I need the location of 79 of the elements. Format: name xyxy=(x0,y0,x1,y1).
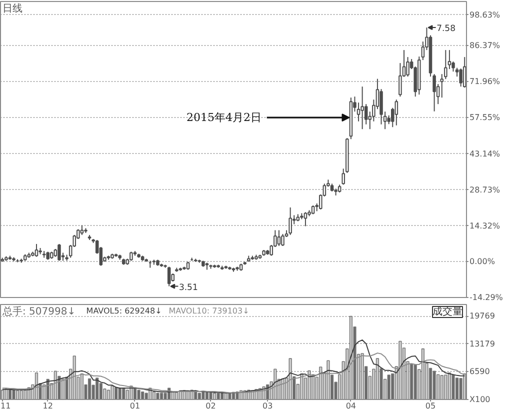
bar xyxy=(126,390,129,400)
y-tick-label: -14.29% xyxy=(470,293,504,302)
x-tick-label: 04 xyxy=(346,402,356,410)
bar xyxy=(137,390,140,400)
y-tick-label: 28.73% xyxy=(470,185,500,194)
bar xyxy=(398,340,402,400)
x-tick-label: 01 xyxy=(130,402,140,410)
candlestick xyxy=(394,99,398,126)
candlestick xyxy=(462,56,466,88)
candlestick xyxy=(130,251,133,262)
bar xyxy=(455,378,459,400)
x-tick-label: 05 xyxy=(425,402,436,410)
x-tick-label: 02 xyxy=(206,402,216,410)
bar xyxy=(141,392,144,400)
annotation: 2015年4月2日 xyxy=(186,111,262,124)
bar xyxy=(432,370,436,400)
candlestick xyxy=(459,68,462,88)
bar xyxy=(300,373,304,400)
x-tick-label: 03 xyxy=(262,402,273,410)
line-series xyxy=(2,339,466,394)
bar xyxy=(459,378,462,400)
bar xyxy=(410,364,414,400)
annotation: 7.58 xyxy=(436,24,456,34)
y-tick-label: 13179 xyxy=(470,339,495,348)
bar xyxy=(308,370,311,400)
bar xyxy=(387,374,390,400)
bar xyxy=(463,373,466,400)
candlestick xyxy=(277,230,281,246)
bar xyxy=(414,364,417,400)
bar xyxy=(444,374,448,400)
y-tick-label: 86.37% xyxy=(470,41,500,50)
candlestick xyxy=(288,206,292,236)
bar xyxy=(12,389,16,400)
bar xyxy=(281,378,284,400)
chart-title: 日线 xyxy=(2,2,22,14)
bar xyxy=(4,388,8,400)
bar xyxy=(376,358,380,400)
bar xyxy=(72,356,76,400)
y-tick-label: 14.32% xyxy=(470,221,500,230)
bar xyxy=(80,373,84,400)
y-tick-label: 0.00% xyxy=(470,257,496,266)
bar xyxy=(326,360,330,400)
bar xyxy=(228,393,232,400)
bar xyxy=(319,366,322,400)
candlestick xyxy=(304,212,308,227)
candlestick xyxy=(356,102,360,122)
bar xyxy=(152,392,156,400)
bar xyxy=(209,392,212,400)
bar xyxy=(156,392,160,400)
text: MAVOL10: 739103↓ xyxy=(168,306,250,316)
candlestick xyxy=(34,243,38,258)
bar xyxy=(436,374,440,400)
text: 总手: 507998↓ xyxy=(2,306,76,318)
bar xyxy=(0,390,4,400)
bar xyxy=(448,372,452,400)
bar xyxy=(88,378,92,400)
y-tick-label: 57.55% xyxy=(470,113,500,122)
text: MAVOL5: 629248↓ xyxy=(86,306,162,316)
candlestick xyxy=(360,86,364,130)
candlestick xyxy=(58,243,61,262)
candlestick xyxy=(281,233,284,246)
bar xyxy=(421,348,425,400)
candlestick xyxy=(167,266,171,287)
y-tick-label: 19769 xyxy=(470,312,495,321)
bar xyxy=(202,392,205,400)
bar xyxy=(106,390,110,400)
bar xyxy=(360,353,364,400)
x-tick-label: 11 xyxy=(0,402,11,410)
bar xyxy=(452,374,455,400)
x-tick-label: 12 xyxy=(42,402,53,410)
bar xyxy=(110,386,114,400)
y-tick-label: 6590 xyxy=(470,367,490,376)
y-tick-label: 98.63% xyxy=(470,10,500,20)
y-tick-label: 43.14% xyxy=(470,149,500,158)
y-tick-label: 71.96% xyxy=(470,77,500,86)
candlestick xyxy=(80,224,84,236)
annotation: 3.51 xyxy=(178,282,198,293)
bar xyxy=(440,375,444,400)
y-tick-label: X100 xyxy=(470,395,490,404)
